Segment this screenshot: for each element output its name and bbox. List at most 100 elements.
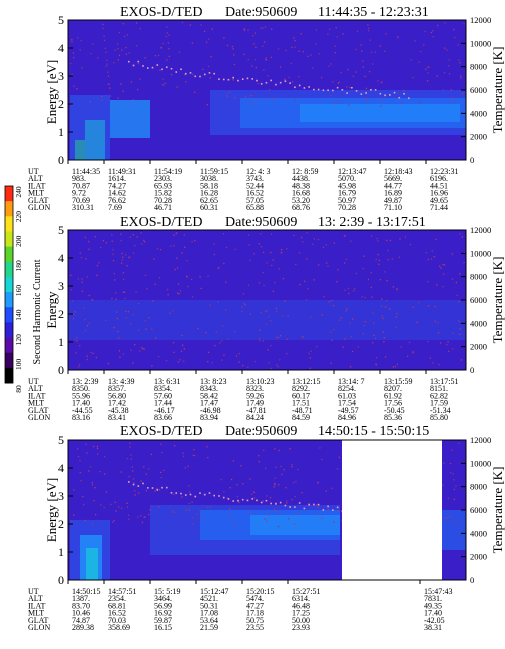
trace-point	[227, 498, 230, 500]
right-tick-label: 0	[470, 575, 474, 585]
speck	[135, 22, 138, 24]
right-tick-label: 12000	[470, 15, 491, 25]
speck	[402, 89, 405, 92]
table-row-label: GLAT	[28, 616, 49, 625]
speck	[377, 254, 379, 256]
speck	[112, 62, 115, 64]
speck	[419, 50, 422, 53]
speck	[313, 238, 316, 240]
speck	[124, 297, 126, 300]
table-cell: -50.45	[384, 406, 405, 415]
table-row-label: ILAT	[28, 391, 45, 400]
speck	[306, 258, 308, 260]
speck	[263, 41, 266, 43]
table-cell: -46.98	[200, 406, 221, 415]
speck	[155, 337, 157, 339]
speck	[345, 310, 347, 312]
trace-point	[189, 493, 192, 496]
speck	[173, 245, 175, 247]
speck	[294, 46, 296, 48]
speck	[265, 59, 268, 61]
speck	[287, 518, 290, 520]
speck	[317, 482, 319, 484]
speck	[158, 506, 160, 508]
right-tick-label: 6000	[470, 295, 487, 305]
speck	[374, 51, 376, 53]
speck	[71, 74, 73, 76]
speck	[244, 303, 246, 306]
right-tick-label: 0	[470, 365, 474, 375]
speck	[457, 44, 459, 46]
speck	[156, 488, 158, 490]
table-cell: 50.31	[200, 601, 218, 610]
speck	[295, 480, 297, 483]
speck	[271, 264, 273, 267]
speck	[292, 81, 294, 83]
speck	[444, 22, 446, 24]
speck	[278, 513, 280, 515]
speck	[375, 364, 378, 366]
speck	[285, 49, 287, 52]
speck	[380, 98, 382, 101]
speck	[235, 355, 238, 357]
speck	[163, 84, 165, 86]
speck	[262, 340, 265, 342]
table-cell: 9.72	[72, 189, 86, 198]
speck	[243, 29, 246, 31]
speck	[267, 349, 269, 351]
trace-point	[137, 60, 140, 63]
speck	[355, 48, 357, 51]
speck	[287, 315, 289, 317]
speck	[102, 27, 104, 30]
speck	[94, 235, 97, 238]
speck	[207, 456, 209, 459]
table-cell: 11:49:31	[108, 167, 136, 176]
panel-3: EXOS-D/TED Date:950609 14:50:15 - 15:50:…	[28, 424, 505, 632]
colorbar-tick-label: 120	[14, 334, 23, 346]
speck	[270, 233, 273, 235]
colorbar-frame	[4, 185, 14, 384]
speck	[105, 51, 107, 53]
right-tick-label: 2000	[470, 342, 487, 352]
speck	[194, 239, 196, 242]
panel-3-right-ticks: 0 2000 4000 6000 8000 10000 12000	[461, 435, 491, 585]
speck	[331, 299, 333, 302]
panel-2-left-ticks: 0 1 2 3 4 5	[58, 223, 73, 377]
speck	[188, 502, 190, 505]
speck	[253, 43, 255, 45]
speck	[388, 308, 391, 310]
speck	[117, 59, 119, 61]
speck	[438, 363, 440, 366]
left-tick-label: 2	[58, 517, 64, 531]
speck	[176, 232, 178, 234]
speck	[103, 35, 105, 38]
speck	[310, 350, 312, 352]
speck	[396, 312, 398, 315]
table-cell: 8343.	[200, 384, 218, 393]
speck	[140, 232, 142, 234]
speck	[294, 40, 296, 42]
speck	[176, 267, 179, 269]
speck	[123, 278, 125, 280]
speck	[453, 498, 456, 501]
speck	[270, 320, 272, 322]
table-cell: 83.66	[154, 413, 172, 422]
speck	[105, 242, 108, 244]
speck	[251, 493, 253, 495]
speck	[111, 234, 113, 236]
speck	[309, 367, 312, 369]
speck	[205, 41, 208, 43]
speck	[397, 92, 399, 95]
speck	[223, 354, 225, 356]
speck	[126, 502, 128, 504]
speck	[116, 43, 119, 45]
speck	[387, 259, 389, 261]
trace-point	[208, 72, 211, 74]
speck	[437, 332, 440, 334]
trace-point	[218, 495, 220, 497]
table-cell: 5070.	[338, 174, 356, 183]
table-cell: 16.79	[338, 189, 356, 198]
trace-point	[275, 503, 277, 505]
table-cell: 15:12:47	[200, 587, 228, 596]
